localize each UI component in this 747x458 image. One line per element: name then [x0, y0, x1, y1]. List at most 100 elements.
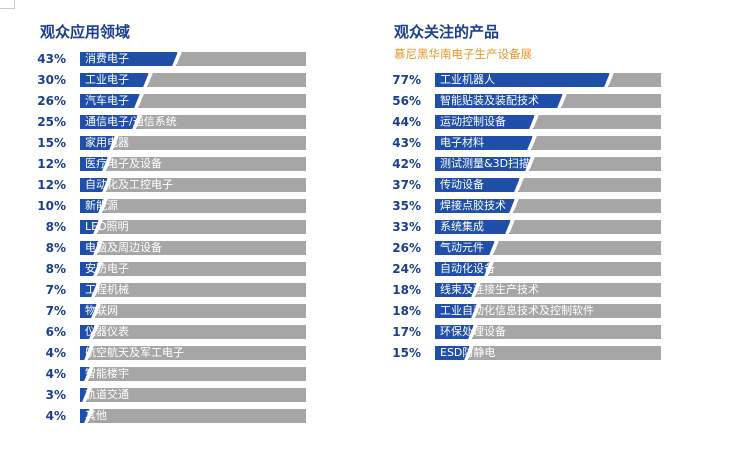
left-bar-track: 消费电子 [80, 52, 306, 66]
left-bar-fill [80, 157, 107, 171]
left-bar-track: 航空航天及军工电子 [80, 346, 306, 360]
right-bar-fill [435, 199, 514, 213]
left-bar-row: 12% 自动化及工控电子 [30, 177, 306, 193]
right-category-label: 自动化设备 [440, 262, 495, 275]
left-value-label: 7% [45, 304, 66, 318]
right-category-label: ESD防静电 [440, 346, 496, 359]
right-category-label: 线束及连接生产技术 [440, 283, 539, 296]
left-value-label: 43% [37, 52, 66, 66]
right-value-label: 15% [392, 346, 421, 360]
right-bar-row: 17% 环保处理设备 [385, 324, 661, 340]
left-bar-fill [80, 52, 177, 66]
right-bar-fill [435, 136, 532, 150]
left-bar-row: 8% 安防电子 [30, 261, 306, 277]
left-bar-fill [80, 73, 148, 87]
right-bar-track: 智能贴装及装配技术 [435, 94, 661, 108]
left-bar-track: 工程机械 [80, 283, 306, 297]
right-bar-track: 传动设备 [435, 178, 661, 192]
left-bar-track: 轨道交通 [80, 388, 306, 402]
left-value-label: 4% [45, 409, 66, 423]
left-bar-fill [80, 409, 89, 423]
right-bar-fill [435, 304, 476, 318]
right-bar-track: 焊接点胶技术 [435, 199, 661, 213]
left-chart-title: 观众应用领域 [40, 23, 131, 41]
right-bar-row: 56% 智能贴装及装配技术 [385, 93, 661, 109]
left-bar-track: 智能楼宇 [80, 367, 306, 381]
left-bar-track: 其他 [80, 409, 306, 423]
left-category-label: 物联网 [85, 304, 118, 317]
left-bar-row: 30% 工业电子 [30, 72, 306, 88]
right-bar-fill [435, 115, 534, 129]
right-bar-track: 运动控制设备 [435, 115, 661, 129]
right-value-label: 17% [392, 325, 421, 339]
left-category-label: 消费电子 [85, 52, 129, 65]
left-value-label: 8% [45, 220, 66, 234]
right-category-label: 电子材料 [440, 136, 484, 149]
left-category-label: 电脑及周边设备 [85, 241, 162, 254]
left-bar-row: 4% 航空航天及军工电子 [30, 345, 306, 361]
right-category-label: 焊接点胶技术 [440, 199, 506, 212]
left-bar-fill [80, 367, 89, 381]
right-value-label: 77% [392, 73, 421, 87]
left-value-label: 3% [45, 388, 66, 402]
left-category-label: 智能楼宇 [85, 367, 129, 380]
right-bar-track: 测试测量&3D扫描 [435, 157, 661, 171]
left-category-label: 家用电器 [85, 136, 129, 149]
left-bar-track: LED照明 [80, 220, 306, 234]
right-bar-track: 环保处理设备 [435, 325, 661, 339]
right-category-label: 传动设备 [440, 178, 484, 191]
right-category-label: 系统集成 [440, 220, 484, 233]
left-value-label: 15% [37, 136, 66, 150]
left-bar-track: 物联网 [80, 304, 306, 318]
right-chart-title: 观众关注的产品 [394, 23, 500, 41]
left-category-label: 安防电子 [85, 262, 129, 275]
right-bar-fill [435, 178, 519, 192]
left-value-label: 4% [45, 346, 66, 360]
left-category-label: 医疗电子及设备 [85, 157, 162, 170]
left-bar-row: 10% 新能源 [30, 198, 306, 214]
left-bar-track: 汽车电子 [80, 94, 306, 108]
left-bar-fill [80, 94, 139, 108]
right-bar-track: 系统集成 [435, 220, 661, 234]
left-category-label: 工程机械 [85, 283, 129, 296]
right-category-label: 环保处理设备 [440, 325, 506, 338]
left-value-label: 8% [45, 241, 66, 255]
right-value-label: 42% [392, 157, 421, 171]
left-value-label: 12% [37, 178, 66, 192]
left-value-label: 30% [37, 73, 66, 87]
right-category-label: 工业自动化信息技术及控制软件 [440, 304, 594, 317]
left-category-label: 新能源 [85, 199, 118, 212]
left-bar-row: 4% 智能楼宇 [30, 366, 306, 382]
left-category-label: LED照明 [85, 220, 129, 233]
left-bar-row: 12% 医疗电子及设备 [30, 156, 306, 172]
right-bar-fill [435, 94, 562, 108]
left-value-label: 25% [37, 115, 66, 129]
left-bar-track: 家用电器 [80, 136, 306, 150]
right-value-label: 26% [392, 241, 421, 255]
left-bar-track: 自动化及工控电子 [80, 178, 306, 192]
left-bar-fill [80, 115, 137, 129]
left-category-label: 轨道交通 [85, 388, 129, 401]
right-value-label: 37% [392, 178, 421, 192]
right-bar-fill [435, 73, 609, 87]
right-value-label: 18% [392, 283, 421, 297]
left-category-label: 汽车电子 [85, 94, 129, 107]
left-bar-row: 25% 通信电子/通信系统 [30, 114, 306, 130]
right-category-label: 运动控制设备 [440, 115, 506, 128]
left-category-label: 航空航天及军工电子 [85, 346, 184, 359]
left-bar-fill [80, 136, 114, 150]
right-value-label: 24% [392, 262, 421, 276]
left-bar-row: 4% 其他 [30, 408, 306, 424]
right-bar-row: 33% 系统集成 [385, 219, 661, 235]
right-bar-row: 15% ESD防静电 [385, 345, 661, 361]
right-bar-row: 26% 气动元件 [385, 240, 661, 256]
right-bar-fill [435, 325, 473, 339]
right-bar-fill [435, 283, 476, 297]
right-bar-fill [435, 262, 489, 276]
left-bar-track: 工业电子 [80, 73, 306, 87]
right-category-label: 气动元件 [440, 241, 484, 254]
left-value-label: 6% [45, 325, 66, 339]
right-bar-row: 44% 运动控制设备 [385, 114, 661, 130]
left-bar-row: 8% LED照明 [30, 219, 306, 235]
left-bar-row: 7% 工程机械 [30, 282, 306, 298]
